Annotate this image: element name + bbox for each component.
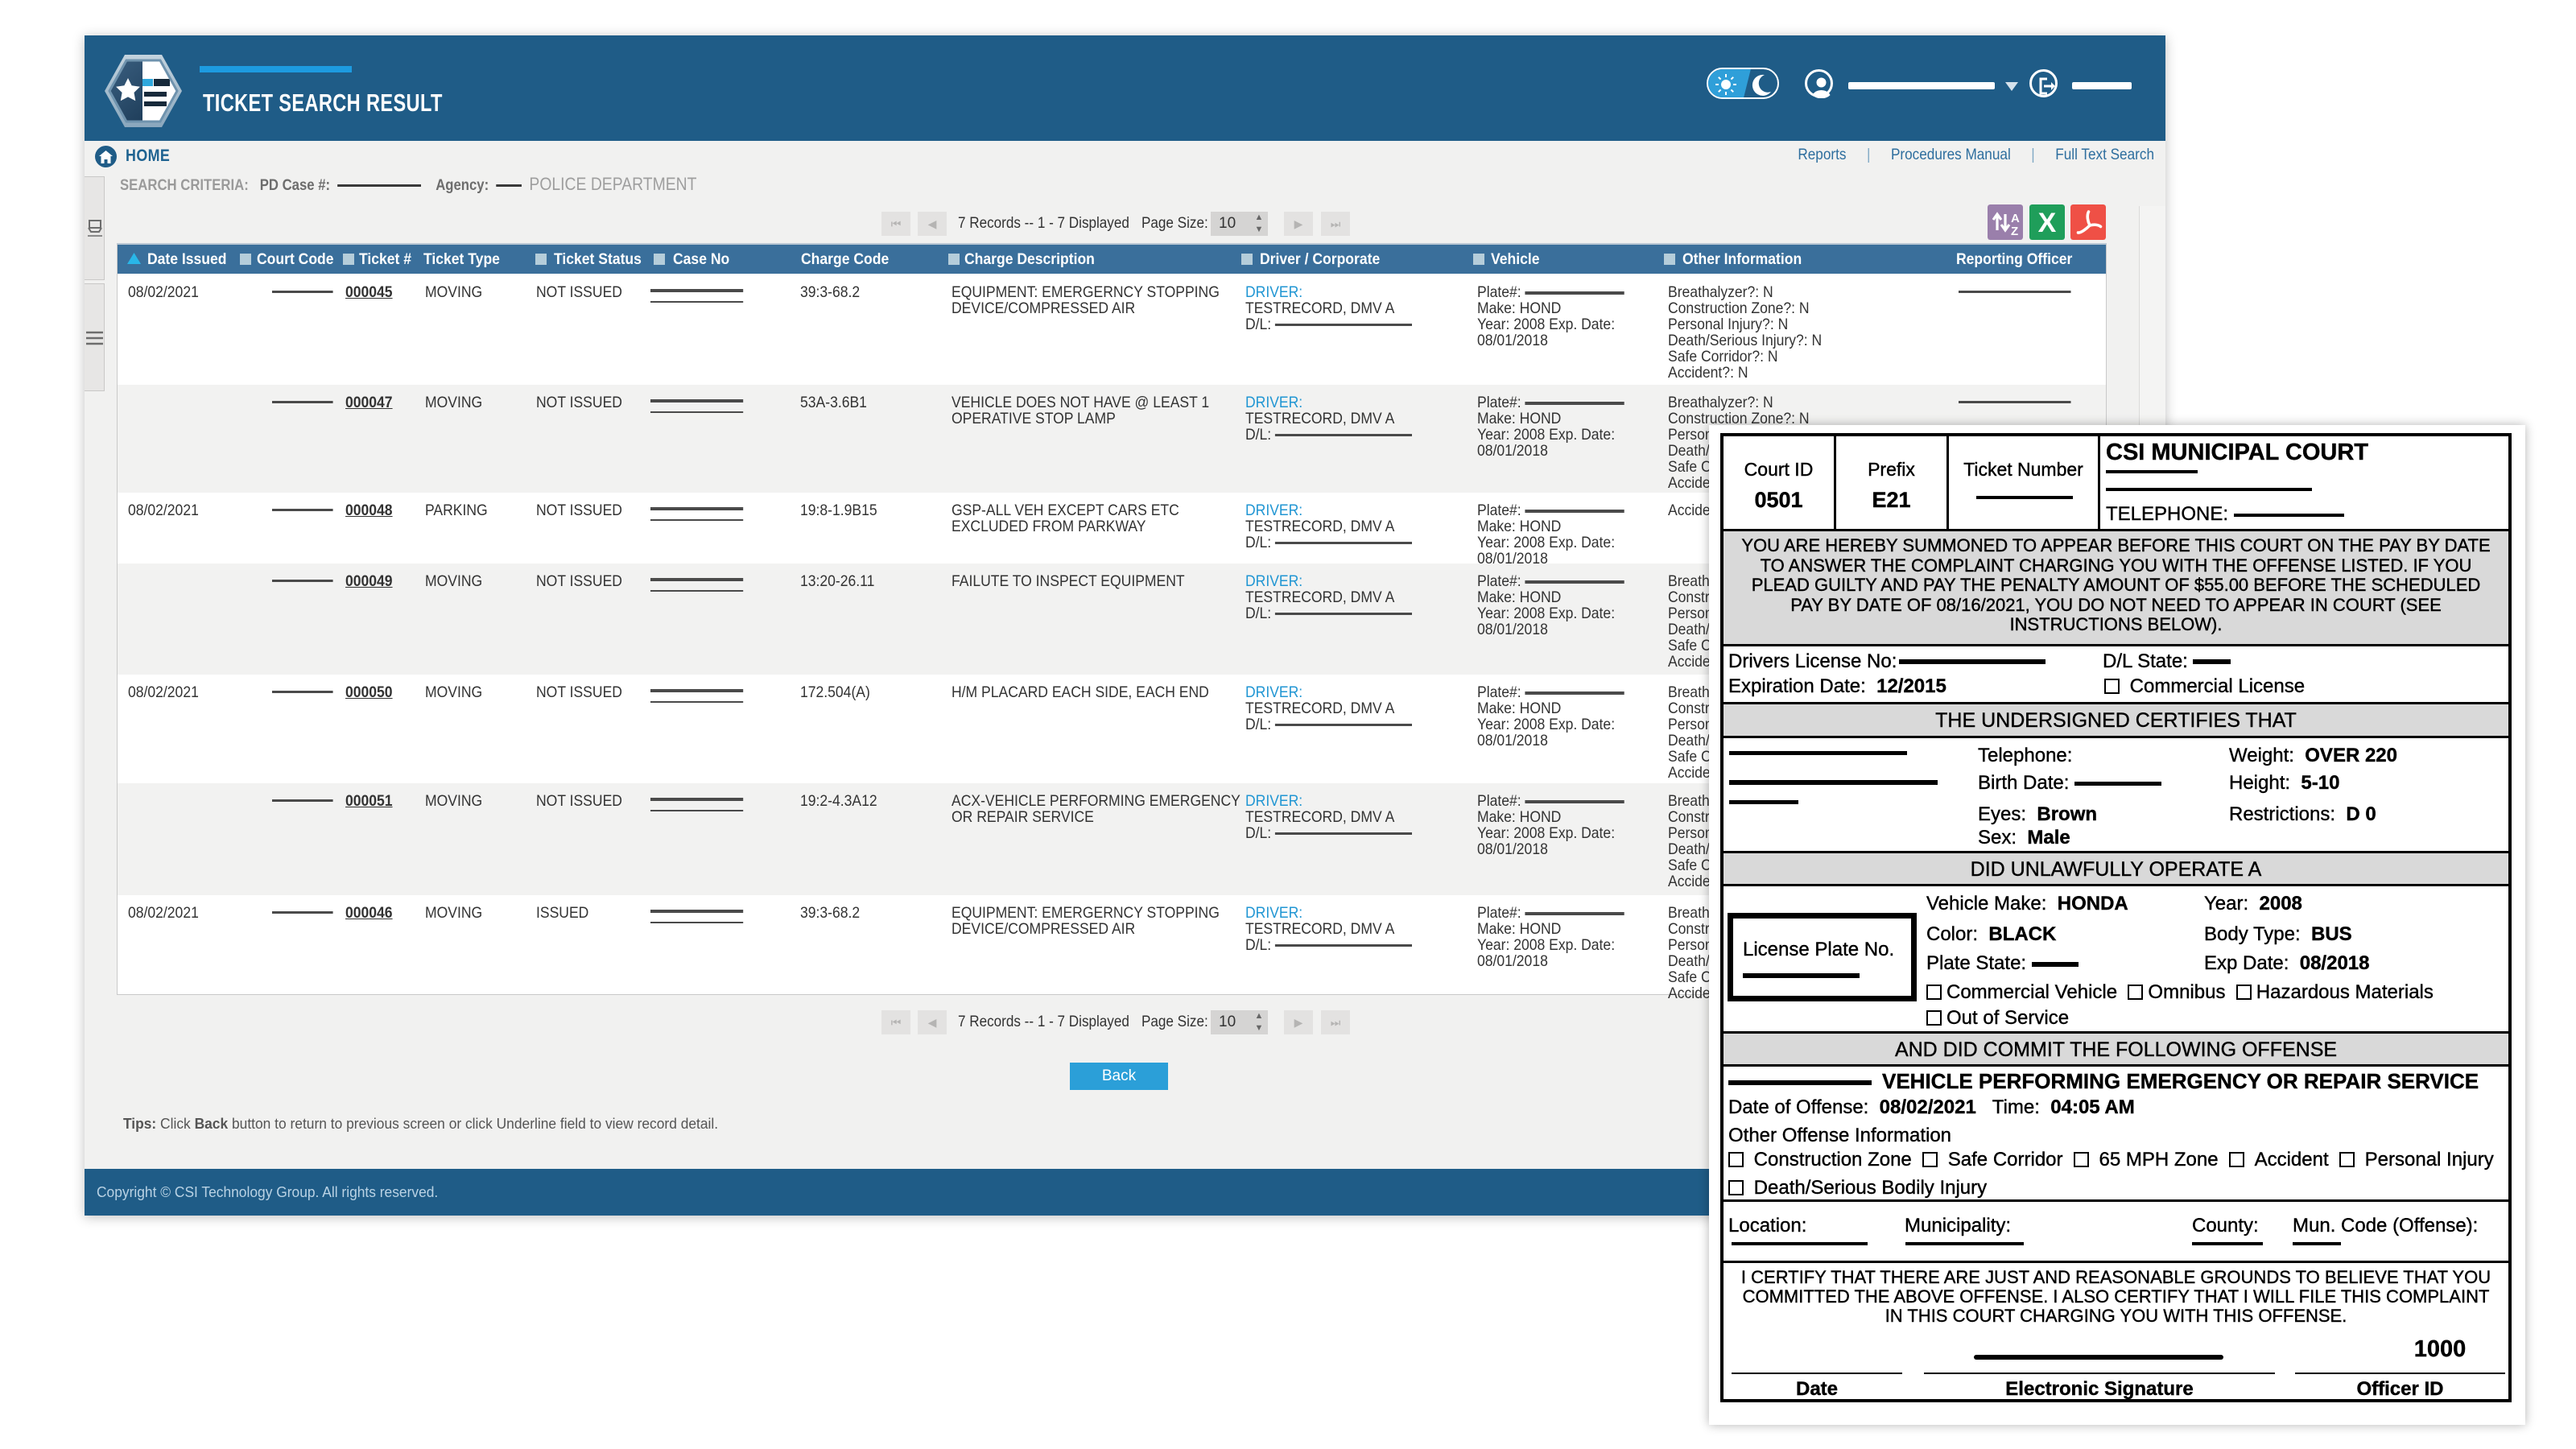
svg-text:A: A [2011, 212, 2020, 225]
svg-text:X: X [2038, 208, 2057, 238]
svg-text:Z: Z [2011, 225, 2018, 238]
